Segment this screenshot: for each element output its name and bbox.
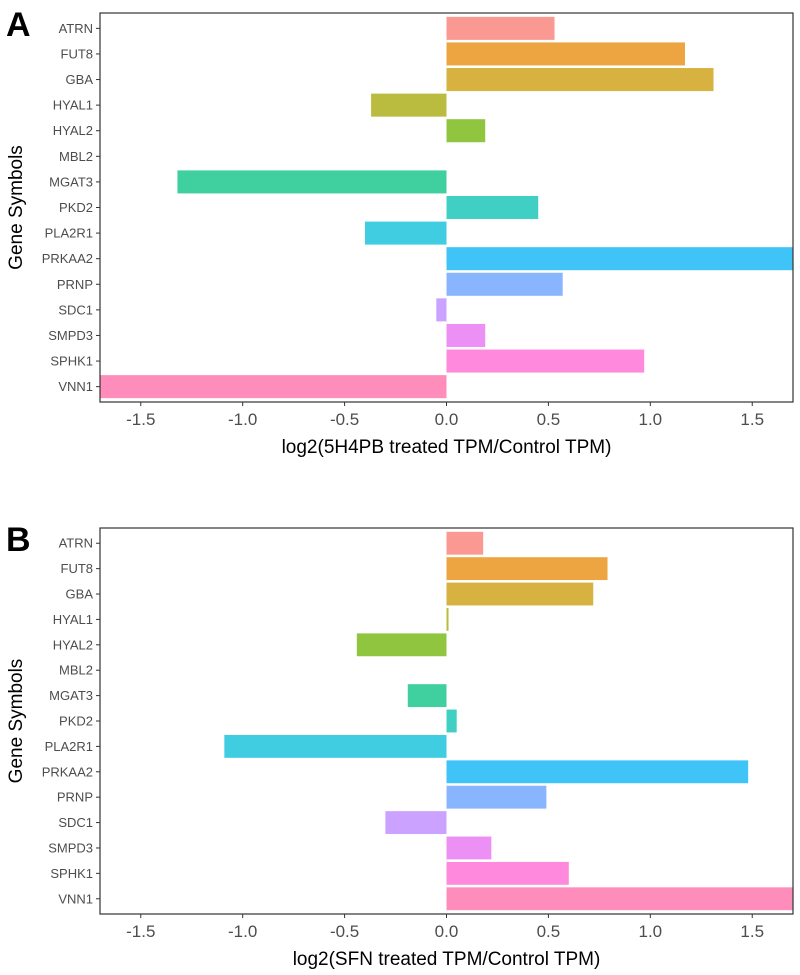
x-tick-label: 0.0 [435, 922, 459, 941]
y-tick-label: PRNP [57, 277, 93, 292]
bar-HYAL1 [446, 607, 449, 631]
y-tick-label: MBL2 [59, 663, 93, 678]
bar-PKD2 [446, 709, 457, 733]
y-tick-label: SPHK1 [50, 866, 93, 881]
bar-HYAL1 [371, 93, 447, 117]
bar-FUT8 [446, 557, 608, 581]
bar-ATRN [446, 16, 555, 40]
y-tick-label: HYAL1 [53, 98, 93, 113]
y-tick-label: ATRN [59, 21, 93, 36]
y-tick-label: PLA2R1 [45, 226, 93, 241]
y-tick-label: GBA [66, 72, 94, 87]
x-tick-label: -0.5 [330, 922, 359, 941]
y-tick-label: MGAT3 [49, 174, 93, 189]
x-axis-label: log2(SFN treated TPM/Control TPM) [293, 949, 601, 970]
x-tick-label: 1.0 [639, 922, 663, 941]
y-tick-label: GBA [66, 587, 94, 602]
y-tick-label: ATRN [59, 536, 93, 551]
bars [100, 16, 793, 399]
panel-B: ATRN FUT8 GBA HYAL1 HYAL2 MBL2 MGAT3 PKD2 PLA2R1… [6, 521, 794, 970]
y-tick-label: MGAT3 [49, 688, 93, 703]
y-tick-label: SMPD3 [48, 328, 93, 343]
y-axis-label: Gene Symbols [6, 145, 27, 270]
y-tick-label: SMPD3 [48, 840, 93, 855]
y-tick-label: PRKAA2 [42, 251, 93, 266]
x-tick-label: 0.5 [537, 922, 561, 941]
y-tick-label: PKD2 [59, 714, 93, 729]
x-tick-label: 1.5 [740, 922, 764, 941]
y-tick-label: HYAL2 [53, 123, 93, 138]
x-tick-label: -1.0 [228, 922, 257, 941]
x-tick-label: 1.5 [740, 410, 764, 429]
bar-SDC1 [385, 811, 447, 835]
y-tick-label: FUT8 [61, 561, 94, 576]
x-axis-label: log2(5H4PB treated TPM/Control TPM) [282, 437, 612, 458]
y-tick-label: SDC1 [58, 815, 93, 830]
bar-FUT8 [446, 42, 685, 66]
panel-A: ATRN FUT8 GBA HYAL1 HYAL2 MBL2 MGAT3 PKD2 PLA2R1… [6, 6, 794, 458]
x-tick-label: -1.5 [126, 410, 155, 429]
bar-SMPD3 [446, 836, 492, 860]
bar-PRNP [446, 785, 547, 809]
y-tick-label: FUT8 [61, 46, 94, 61]
bars [224, 531, 793, 911]
y-tick-label: VNN1 [58, 891, 93, 906]
x-tick-label: -1.5 [126, 922, 155, 941]
y-tick-label: PRKAA2 [42, 764, 93, 779]
y-tick-label: VNN1 [58, 379, 93, 394]
panel-label: A [6, 6, 31, 44]
bar-HYAL2 [446, 119, 486, 143]
y-tick-label: PLA2R1 [45, 739, 93, 754]
bar-PKD2 [446, 195, 539, 220]
bar-PLA2R1 [224, 734, 447, 758]
bar-PRKAA2 [446, 760, 749, 784]
bar-PRNP [446, 272, 563, 296]
bar-GBA [446, 582, 594, 606]
bar-MGAT3 [177, 170, 447, 194]
bar-GBA [446, 68, 714, 92]
bar-SPHK1 [446, 349, 645, 373]
x-tick-label: -0.5 [330, 410, 359, 429]
bar-VNN1 [100, 375, 447, 399]
bar-HYAL2 [356, 633, 447, 657]
y-axis-label: Gene Symbols [6, 659, 27, 784]
bar-SDC1 [436, 298, 447, 322]
bar-PLA2R1 [364, 221, 447, 245]
y-tick-label: MBL2 [59, 149, 93, 164]
bar-ATRN [446, 531, 484, 555]
y-tick-label: SPHK1 [50, 354, 93, 369]
y-tick-label: PKD2 [59, 200, 93, 215]
y-tick-label: HYAL1 [53, 612, 93, 627]
x-tick-label: 0.0 [435, 410, 459, 429]
x-tick-label: -1.0 [228, 410, 257, 429]
bar-SPHK1 [446, 861, 569, 885]
bar-MGAT3 [407, 684, 447, 708]
bar-VNN1 [446, 887, 793, 911]
x-tick-label: 0.5 [537, 410, 561, 429]
y-tick-label: HYAL2 [53, 637, 93, 652]
y-tick-label: PRNP [57, 790, 93, 805]
y-tick-label: SDC1 [58, 302, 93, 317]
bar-PRKAA2 [446, 247, 793, 271]
bar-SMPD3 [446, 323, 486, 347]
x-tick-label: 1.0 [639, 410, 663, 429]
panel-label: B [6, 521, 31, 559]
